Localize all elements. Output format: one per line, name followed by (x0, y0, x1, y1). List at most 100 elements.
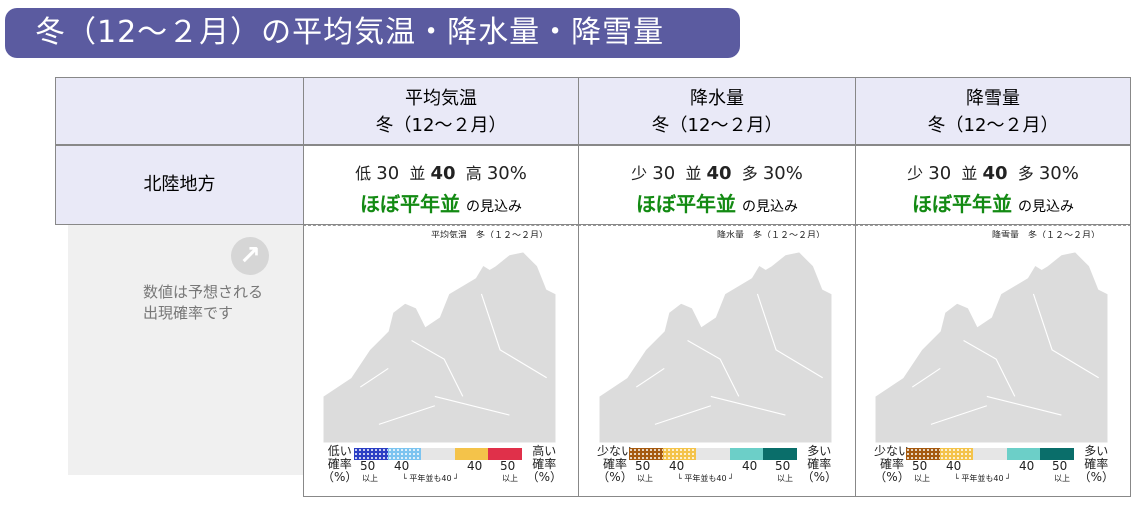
legend-left-label: 確率 (880, 457, 905, 471)
corner-header (55, 77, 304, 145)
legend-swatch (454, 448, 489, 460)
tick-50: 50 (1052, 459, 1068, 473)
legend-swatch (729, 448, 764, 460)
element-name: 平均気温 (405, 88, 477, 109)
legend-left-label: 低い (327, 444, 352, 458)
period: 冬（12〜２月） (927, 115, 1059, 136)
arrow-up-right-icon: ↗ (231, 237, 269, 275)
verdict: ほぼ平年並 (636, 192, 736, 216)
legend-left-label: 確率 (327, 457, 352, 471)
map-title: 降雪量 冬（１２〜２月） (991, 231, 1100, 241)
forecast-map-panel: 平均気温 冬（１２〜２月） 低い 確率 （%） 50 40 40 50 以上 └ 平… (303, 225, 579, 497)
probability-cell: 少 30 並 40 多 30% ほぼ平年並 の見込み (578, 145, 856, 225)
low-value: 30 (652, 163, 676, 184)
mid-label: 並 (685, 164, 702, 183)
map-title: 降水量 冬（１２〜２月） (716, 231, 825, 241)
low-value: 30 (376, 163, 400, 184)
tick-50: 50 (500, 459, 516, 473)
mid-value: 40 (982, 163, 1008, 184)
element-name: 降水量 (690, 88, 744, 109)
legend-colorbar (354, 448, 522, 460)
low-value: 30 (928, 163, 952, 184)
verdict: ほぼ平年並 (360, 192, 460, 216)
region-label: 北陸地方 (55, 145, 304, 225)
legend-swatch (1006, 448, 1041, 460)
above-label: 以上 (914, 474, 930, 483)
tick-50: 50 (635, 459, 651, 473)
tick-50: 50 (912, 459, 928, 473)
legend-swatch (973, 448, 1007, 460)
above-label: 以上 (362, 474, 378, 483)
column-header: 平均気温 冬（12〜２月） (303, 77, 579, 145)
high-value: 30% (486, 163, 527, 184)
forecast-map-panel: 降雪量 冬（１２〜２月） 少ない 確率 （%） 50 40 40 50 以上 └ 平… (855, 225, 1131, 497)
above-label: 以上 (1054, 474, 1070, 483)
legend-right-label: 多い (1084, 444, 1109, 458)
legend-right-label: 高い (532, 444, 557, 458)
probability-legend: 少ない 確率 （%） 50 40 40 50 以上 └ 平年並も40 ┘ 以上 多い… (874, 445, 1114, 490)
normal-note: └ 平年並も40 ┘ (677, 474, 734, 483)
tick-40: 40 (394, 459, 410, 473)
high-label: 高 (465, 164, 482, 183)
legend-right-label: （%） (1078, 470, 1114, 484)
high-label: 多 (741, 164, 758, 183)
legend-left-label: （%） (322, 470, 358, 484)
legend-swatch (1040, 448, 1074, 460)
legend-left-label: （%） (874, 470, 910, 484)
high-label: 多 (1017, 164, 1034, 183)
tick-40: 40 (946, 459, 962, 473)
period: 冬（12〜２月） (651, 115, 783, 136)
probability-legend: 少ない 確率 （%） 50 40 40 50 以上 └ 平年並も40 ┘ 以上 多い… (597, 445, 837, 490)
hokuriku-map (598, 238, 833, 443)
verdict: ほぼ平年並 (912, 192, 1012, 216)
verdict-suffix: の見込み (742, 199, 798, 215)
legend-swatch (354, 448, 388, 460)
section-title-banner: 冬（12〜２月）の平均気温・降水量・降雪量 (5, 8, 740, 58)
legend-colorbar (906, 448, 1074, 460)
low-label: 低 (355, 164, 372, 183)
above-label: 以上 (777, 474, 793, 483)
tick-50: 50 (360, 459, 376, 473)
legend-swatch (387, 448, 422, 460)
map-title: 平均気温 冬（１２〜２月） (430, 231, 548, 241)
tick-50: 50 (775, 459, 791, 473)
hokuriku-map (874, 238, 1109, 443)
legend-swatch (488, 448, 522, 460)
legend-left-label: （%） (597, 470, 633, 484)
high-value: 30% (1038, 163, 1079, 184)
tick-40: 40 (742, 459, 758, 473)
verdict-suffix: の見込み (466, 199, 522, 215)
high-value: 30% (762, 163, 803, 184)
legend-swatch (763, 448, 797, 460)
verdict-suffix: の見込み (1018, 199, 1074, 215)
probability-cell: 低 30 並 40 高 30% ほぼ平年並 の見込み (303, 145, 579, 225)
legend-right-label: （%） (526, 470, 562, 484)
forecast-map-panel: 降水量 冬（１２〜２月） 少ない 確率 （%） 50 40 40 50 以上 └ 平… (578, 225, 856, 497)
column-header: 降水量冬（12〜２月） (578, 77, 856, 145)
legend-swatch (421, 448, 455, 460)
normal-note: └ 平年並も40 ┘ (954, 474, 1011, 483)
note-line1: 数値は予想される (143, 283, 264, 301)
above-label: 以上 (502, 474, 518, 483)
mid-label: 並 (409, 164, 426, 183)
low-label: 少 (907, 164, 924, 183)
probability-note: ↗ 数値は予想される 出現確率です (68, 225, 303, 475)
hokuriku-map (322, 238, 557, 443)
legend-swatch (662, 448, 697, 460)
legend-right-label: 確率 (532, 457, 557, 471)
legend-left-label: 少ない (874, 444, 911, 458)
legend-swatch (906, 448, 940, 460)
note-line2: 出現確率です (143, 304, 234, 322)
legend-swatch (939, 448, 974, 460)
legend-left-label: 少ない (597, 444, 634, 458)
legend-colorbar (629, 448, 797, 460)
element-name: 降雪量 (966, 88, 1020, 109)
legend-right-label: （%） (801, 470, 837, 484)
probability-cell: 少 30 並 40 多 30% ほぼ平年並 の見込み (855, 145, 1131, 225)
tick-40: 40 (669, 459, 685, 473)
probability-legend: 低い 確率 （%） 50 40 40 50 以上 └ 平年並も40 ┘ 以上 高い確… (322, 445, 562, 490)
normal-note: └ 平年並も40 ┘ (402, 474, 459, 483)
legend-swatch (629, 448, 663, 460)
legend-swatch (696, 448, 730, 460)
mid-value: 40 (706, 163, 732, 184)
